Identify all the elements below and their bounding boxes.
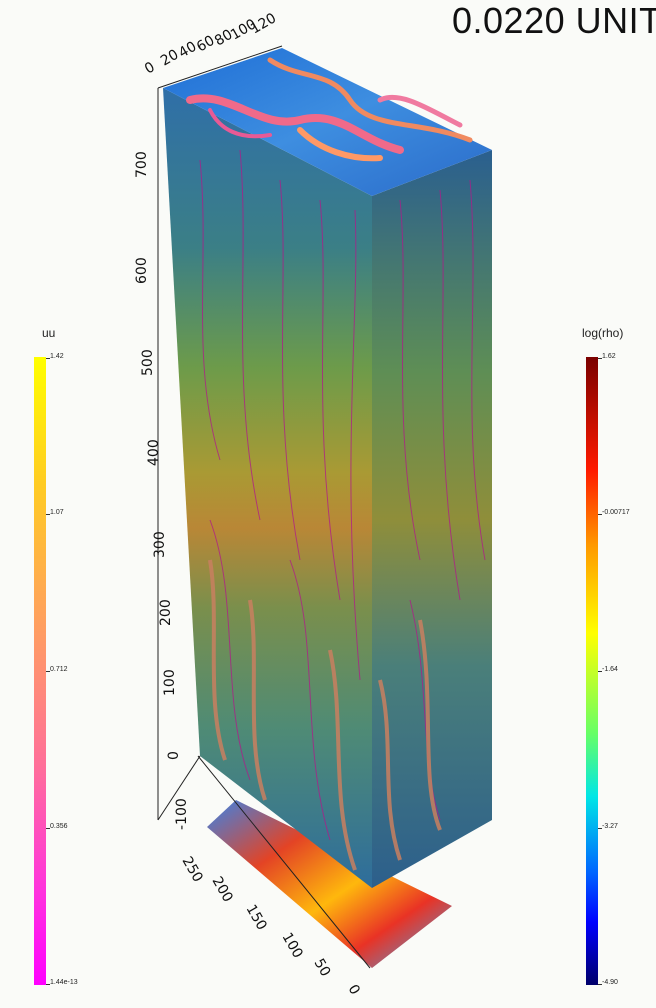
- axis-top-tick: 80: [212, 27, 235, 50]
- axis-top-tick: 20: [158, 47, 181, 70]
- axis-vertical-tick: 400: [146, 439, 162, 466]
- colorbar-rho-tick: -4.90: [602, 979, 618, 986]
- axis-top-tick: 120: [248, 10, 279, 37]
- top-flux-tubes: [186, 57, 473, 162]
- tick-mark: [598, 984, 602, 985]
- colorbar-uu-tick: 0.356: [50, 823, 68, 830]
- axis-top-tick: 40: [176, 39, 199, 62]
- colorbar-rho-tick: -1.64: [602, 666, 618, 673]
- lower-flux-tubes: [208, 559, 442, 871]
- axis-top-tick: 60: [194, 33, 217, 56]
- colorbar-uu-tick: 1.44e-13: [50, 979, 78, 986]
- colorbar-rho-tick: 1.62: [602, 353, 616, 360]
- tick-mark: [598, 828, 602, 829]
- axis-depth-tick: 150: [243, 902, 270, 933]
- box-side-face: [372, 150, 492, 888]
- axis-vertical-tick: 100: [162, 669, 178, 696]
- axis-depth-tick: 100: [279, 930, 306, 961]
- axis-vertical-tick: 700: [134, 151, 150, 178]
- axis-top-tick: 0: [142, 59, 158, 77]
- axis-vertical-tick: 0: [166, 751, 182, 760]
- axis-depth-tick: 200: [209, 874, 236, 905]
- tick-mark: [46, 514, 50, 515]
- colorbar-uu: [34, 357, 46, 985]
- axis-vertical-tick: 500: [140, 349, 156, 376]
- magnetic-field-lines: [199, 149, 486, 841]
- axis-vertical-tick: 300: [152, 531, 168, 558]
- tick-mark: [46, 984, 50, 985]
- time-readout: 0.0220 UNIT: [452, 0, 656, 41]
- colorbar-uu-tick: 0.712: [50, 666, 68, 673]
- colorbar-rho-title: log(rho): [582, 326, 624, 340]
- colorbar-uu-title: uu: [42, 326, 56, 340]
- axis-depth-tick: 0: [345, 982, 363, 998]
- axis-vertical-tick: 600: [134, 257, 150, 284]
- tick-mark: [598, 671, 602, 672]
- tick-mark: [46, 358, 50, 359]
- colorbar-rho-tick: -3.27: [602, 823, 618, 830]
- axis-depth-tick: 250: [179, 854, 206, 885]
- axis-vertical-tick: -100: [174, 798, 190, 830]
- tick-mark: [598, 358, 602, 359]
- axis-vertical-tick: 200: [158, 599, 174, 626]
- tick-mark: [46, 671, 50, 672]
- colorbar-uu-tick: 1.07: [50, 509, 64, 516]
- colorbar-rho: [586, 357, 598, 985]
- colorbar-uu-tick: 1.42: [50, 353, 64, 360]
- tick-mark: [46, 828, 50, 829]
- axes: [157, 45, 371, 969]
- colorbar-rho-tick: -0.00717: [602, 509, 630, 516]
- tick-mark: [598, 514, 602, 515]
- axis-depth-tick: 50: [311, 956, 334, 979]
- axis-vertical-labels: 700 600 500 400 300 200 100 0 -100: [134, 151, 190, 830]
